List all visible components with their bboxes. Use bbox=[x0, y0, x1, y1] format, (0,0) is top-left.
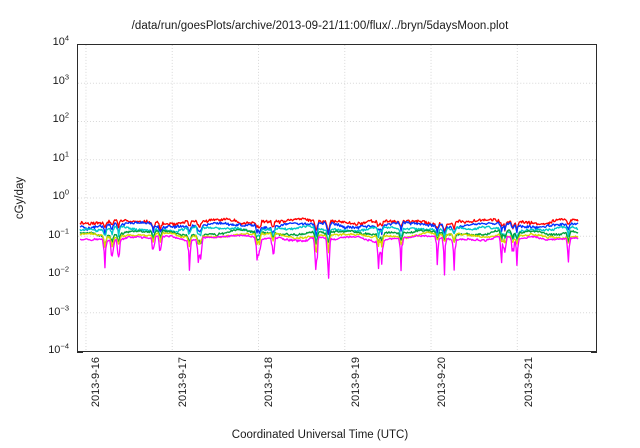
grid-layer bbox=[78, 45, 596, 351]
y-axis-tick-label: 10−1 bbox=[48, 225, 69, 241]
x-axis-tick-label: 2013-9-19 bbox=[349, 357, 362, 408]
y-axis-tick-label: 104 bbox=[52, 33, 69, 48]
y-axis-tick-label: 103 bbox=[52, 71, 69, 87]
y-axis-tick-label: 10−3 bbox=[48, 302, 69, 318]
y-axis-tick-mark bbox=[591, 352, 597, 353]
x-axis-tick-label: 2013-9-21 bbox=[523, 357, 535, 408]
x-axis-tick-label: 2013-9-18 bbox=[263, 357, 276, 408]
y-axis-title: cGy/day bbox=[14, 176, 26, 220]
x-axis-tick-label: 2013-9-17 bbox=[176, 357, 189, 408]
data-series-layer bbox=[79, 217, 579, 279]
data-series-line bbox=[79, 231, 579, 254]
data-series-line bbox=[79, 228, 579, 248]
x-axis-tick-label: 2013-9-16 bbox=[90, 357, 102, 408]
plot-frame bbox=[77, 44, 597, 352]
plot-title: /data/run/goesPlots/archive/2013-09-21/1… bbox=[131, 20, 509, 32]
y-axis-tick-label: 102 bbox=[52, 110, 69, 125]
y-axis-tick-label: 100 bbox=[52, 187, 69, 202]
y-axis-tick-label: 101 bbox=[52, 148, 69, 164]
data-series-line bbox=[79, 234, 579, 279]
data-series-line bbox=[79, 220, 579, 237]
y-axis-tick-label: 10−4 bbox=[48, 341, 69, 356]
y-axis-tick-mark bbox=[77, 352, 83, 353]
y-axis-tick-label: 10−2 bbox=[48, 264, 69, 279]
x-axis-title: Coordinated Universal Time (UTC) bbox=[231, 429, 409, 441]
x-axis-tick-label: 2013-9-20 bbox=[436, 357, 449, 408]
